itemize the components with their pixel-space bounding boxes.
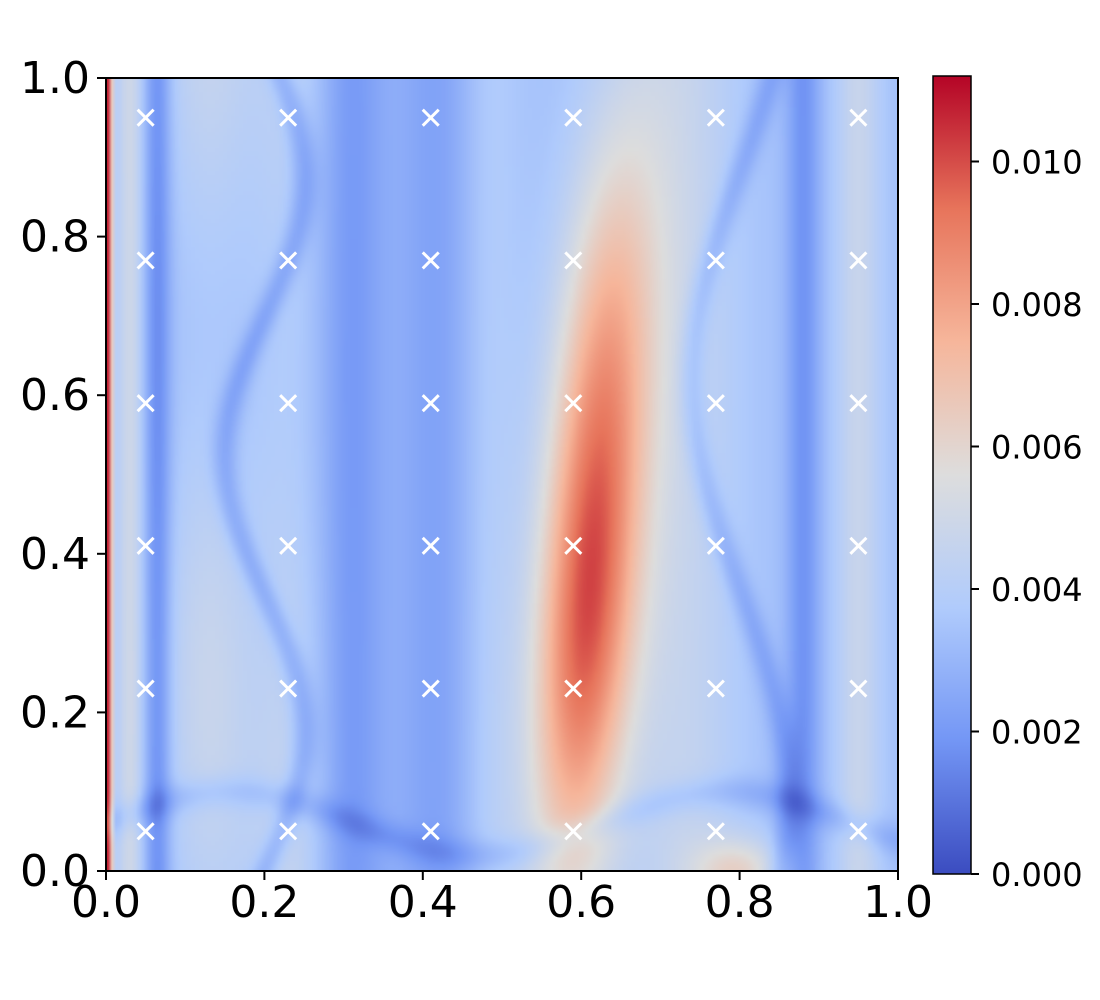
marker-x-1-1 [279, 679, 298, 698]
x-tick-label: 1.0 [863, 877, 933, 928]
marker-x-5-2 [849, 536, 868, 555]
marker-x-1-3 [279, 394, 298, 413]
marker-x-2-1 [421, 679, 440, 698]
marker-x-5-3 [849, 394, 868, 413]
marker-x-3-4 [564, 251, 583, 270]
marker-x-5-5 [849, 108, 868, 127]
colorbar-ticks: 0.000 0.002 0.004 0.006 0.008 0.010 [971, 144, 1083, 894]
colorbar-tick-label: 0.004 [991, 571, 1083, 609]
marker-x-0-4 [136, 251, 155, 270]
marker-x-1-2 [279, 536, 298, 555]
marker-x-5-0 [849, 822, 868, 841]
colorbar-gradient [932, 75, 972, 875]
marker-x-5-1 [849, 679, 868, 698]
marker-x-5-4 [849, 251, 868, 270]
marker-x-4-3 [706, 394, 725, 413]
marker-x-4-2 [706, 536, 725, 555]
colorbar-tick-label: 0.006 [991, 429, 1083, 467]
y-tick-label: 1.0 [20, 53, 90, 104]
marker-layer [136, 108, 868, 841]
marker-x-4-0 [706, 822, 725, 841]
y-tick-label: 0.6 [20, 370, 90, 421]
plot-frame [105, 77, 899, 872]
marker-x-2-5 [421, 108, 440, 127]
y-tick-label: 0.2 [20, 687, 90, 738]
colorbar: 0.000 0.002 0.004 0.006 0.008 0.010 [932, 75, 1083, 894]
marker-x-2-3 [421, 394, 440, 413]
y-tick-label: 0.0 [20, 846, 90, 897]
x-tick-label: 0.0 [71, 877, 141, 928]
heatmap-image [106, 78, 898, 871]
marker-x-3-5 [564, 108, 583, 127]
marker-x-3-2 [564, 536, 583, 555]
marker-x-0-0 [136, 822, 155, 841]
colorbar-tick-label: 0.002 [991, 714, 1083, 752]
marker-x-1-4 [279, 251, 298, 270]
marker-x-0-1 [136, 679, 155, 698]
colorbar-tick-label: 0.008 [991, 286, 1083, 324]
marker-x-0-5 [136, 108, 155, 127]
marker-x-3-1 [564, 679, 583, 698]
x-tick-label: 0.2 [229, 877, 299, 928]
marker-x-2-4 [421, 251, 440, 270]
x-tick-label: 0.6 [546, 877, 616, 928]
marker-x-1-0 [279, 822, 298, 841]
marker-x-1-5 [279, 108, 298, 127]
colorbar-tick-label: 0.000 [991, 856, 1083, 894]
y-axis: 0.0 0.2 0.4 0.6 0.8 1.0 [20, 53, 106, 897]
marker-x-2-0 [421, 822, 440, 841]
x-tick-label: 0.8 [705, 877, 775, 928]
marker-x-0-2 [136, 536, 155, 555]
marker-x-3-3 [564, 394, 583, 413]
marker-x-4-5 [706, 108, 725, 127]
plot-area [105, 77, 899, 872]
y-tick-label: 0.4 [20, 529, 90, 580]
x-tick-label: 0.4 [388, 877, 458, 928]
x-axis: 0.0 0.2 0.4 0.6 0.8 1.0 [71, 871, 933, 928]
marker-x-4-4 [706, 251, 725, 270]
colorbar-tick-label: 0.010 [991, 144, 1083, 182]
marker-x-4-1 [706, 679, 725, 698]
y-tick-label: 0.8 [20, 212, 90, 263]
marker-x-2-2 [421, 536, 440, 555]
marker-x-0-3 [136, 394, 155, 413]
marker-x-3-0 [564, 822, 583, 841]
